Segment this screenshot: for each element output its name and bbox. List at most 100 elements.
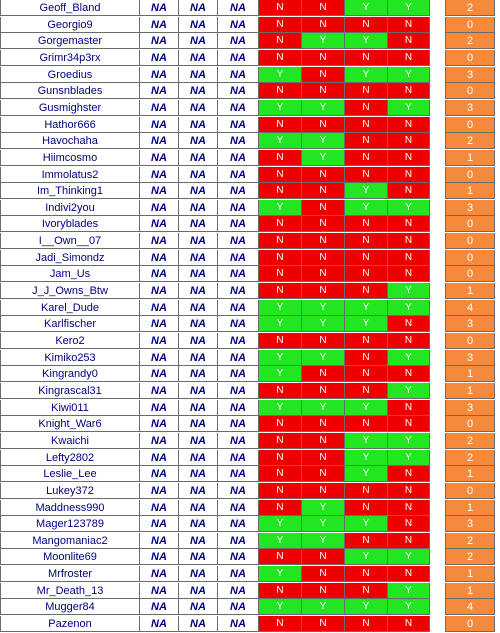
yes-cell[interactable]: Y [302,33,345,50]
na-cell[interactable]: NA [140,399,179,416]
na-cell[interactable]: NA [140,0,179,16]
na-cell[interactable]: NA [218,83,259,100]
yes-cell[interactable]: Y [259,133,302,150]
no-cell[interactable]: N [259,0,302,16]
na-cell[interactable]: NA [179,166,218,183]
no-cell[interactable]: N [259,482,302,499]
na-cell[interactable]: NA [140,466,179,483]
no-cell[interactable]: N [259,216,302,233]
no-cell[interactable]: N [302,416,345,433]
no-cell[interactable]: N [302,216,345,233]
na-cell[interactable]: NA [218,516,259,533]
no-cell[interactable]: N [259,166,302,183]
no-cell[interactable]: N [302,432,345,449]
na-cell[interactable]: NA [218,199,259,216]
no-cell[interactable]: N [302,16,345,33]
no-cell[interactable]: N [388,333,430,349]
score-cell[interactable]: 0 [445,166,495,183]
no-cell[interactable]: N [388,249,430,266]
score-cell[interactable]: 1 [445,183,495,200]
yes-cell[interactable]: Y [259,532,302,549]
na-cell[interactable]: NA [179,349,218,366]
yes-cell[interactable]: Y [345,399,388,416]
na-cell[interactable]: NA [140,316,179,333]
na-cell[interactable]: NA [218,382,259,399]
no-cell[interactable]: N [388,266,430,283]
na-cell[interactable]: NA [218,566,259,583]
na-cell[interactable]: NA [140,183,179,200]
na-cell[interactable]: NA [179,133,218,150]
no-cell[interactable]: N [302,333,345,349]
score-cell[interactable]: 2 [445,449,495,466]
na-cell[interactable]: NA [179,49,218,66]
no-cell[interactable]: N [302,83,345,100]
yes-cell[interactable]: Y [388,0,430,16]
na-cell[interactable]: NA [179,499,218,516]
player-name-cell[interactable]: Kingrandy0 [0,366,140,383]
score-cell[interactable]: 2 [445,549,495,566]
na-cell[interactable]: NA [179,116,218,133]
player-name-cell[interactable]: Mager123789 [0,516,140,533]
no-cell[interactable]: N [345,566,388,583]
na-cell[interactable]: NA [218,33,259,50]
na-cell[interactable]: NA [218,49,259,66]
na-cell[interactable]: NA [218,316,259,333]
no-cell[interactable]: N [345,382,388,399]
no-cell[interactable]: N [388,532,430,549]
no-cell[interactable]: N [388,416,430,433]
score-cell[interactable]: 1 [445,149,495,166]
na-cell[interactable]: NA [140,499,179,516]
na-cell[interactable]: NA [140,216,179,233]
yes-cell[interactable]: Y [388,299,430,316]
no-cell[interactable]: N [259,33,302,50]
na-cell[interactable]: NA [179,333,218,349]
yes-cell[interactable]: Y [388,66,430,83]
na-cell[interactable]: NA [179,482,218,499]
na-cell[interactable]: NA [218,482,259,499]
yes-cell[interactable]: Y [302,99,345,116]
no-cell[interactable]: N [259,266,302,283]
score-cell[interactable]: 0 [445,83,495,100]
player-name-cell[interactable]: Georgio9 [0,16,140,33]
score-cell[interactable]: 3 [445,349,495,366]
no-cell[interactable]: N [388,499,430,516]
no-cell[interactable]: N [388,399,430,416]
player-name-cell[interactable]: J_J_Owns_Btw [0,283,140,300]
na-cell[interactable]: NA [140,199,179,216]
yes-cell[interactable]: Y [388,599,430,616]
yes-cell[interactable]: Y [388,582,430,599]
score-cell[interactable]: 0 [445,16,495,33]
player-name-cell[interactable]: Jadi_Simondz [0,249,140,266]
na-cell[interactable]: NA [179,532,218,549]
score-cell[interactable]: 1 [445,499,495,516]
na-cell[interactable]: NA [179,233,218,250]
no-cell[interactable]: N [345,349,388,366]
score-cell[interactable]: 1 [445,382,495,399]
na-cell[interactable]: NA [218,466,259,483]
no-cell[interactable]: N [345,499,388,516]
no-cell[interactable]: N [388,316,430,333]
player-name-cell[interactable]: Lefty2802 [0,449,140,466]
score-cell[interactable]: 1 [445,466,495,483]
na-cell[interactable]: NA [218,499,259,516]
player-name-cell[interactable]: Mrfroster [0,566,140,583]
score-cell[interactable]: 1 [445,566,495,583]
no-cell[interactable]: N [345,16,388,33]
score-cell[interactable]: 0 [445,216,495,233]
no-cell[interactable]: N [259,549,302,566]
no-cell[interactable]: N [345,532,388,549]
no-cell[interactable]: N [388,83,430,100]
player-name-cell[interactable]: Lukey372 [0,482,140,499]
na-cell[interactable]: NA [218,266,259,283]
na-cell[interactable]: NA [140,83,179,100]
na-cell[interactable]: NA [179,249,218,266]
no-cell[interactable]: N [345,233,388,250]
no-cell[interactable]: N [259,283,302,300]
na-cell[interactable]: NA [140,349,179,366]
no-cell[interactable]: N [345,616,388,633]
na-cell[interactable]: NA [179,366,218,383]
na-cell[interactable]: NA [218,449,259,466]
score-cell[interactable]: 2 [445,532,495,549]
na-cell[interactable]: NA [140,616,179,633]
no-cell[interactable]: N [302,566,345,583]
